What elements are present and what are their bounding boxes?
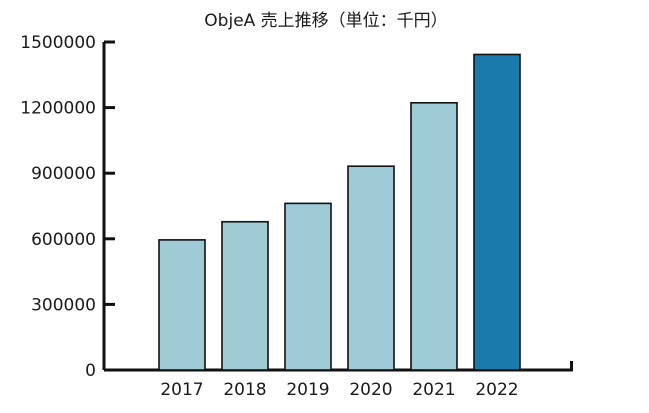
y-tick-label: 600000 [31,230,96,250]
x-tick-label: 2022 [475,380,518,400]
bar-2017 [158,239,206,371]
chart-title: ObjeA 売上推移（単位：千円） [204,11,447,31]
bar-2019 [284,202,332,371]
bar-2018 [221,220,269,371]
x-tick-label: 2017 [160,380,203,400]
x-tick-label: 2021 [412,380,455,400]
y-tick-label: 1500000 [20,33,96,53]
x-tick-label: 2020 [349,380,392,400]
y-tick-label: 900000 [31,164,96,184]
bar-2020 [347,165,395,371]
y-tick-label: 300000 [31,295,96,315]
x-axis: 2017 2018 2019 2020 2021 2022 [104,361,573,400]
bar-2021 [410,101,458,371]
y-tick-label: 1200000 [20,99,96,119]
y-tick-label: 0 [85,361,96,381]
x-tick-label: 2018 [223,380,266,400]
y-axis: 0 300000 600000 900000 1200000 1500000 [20,33,115,381]
bar-2022 [473,53,521,371]
x-tick-label: 2019 [286,380,329,400]
bars [158,53,521,371]
